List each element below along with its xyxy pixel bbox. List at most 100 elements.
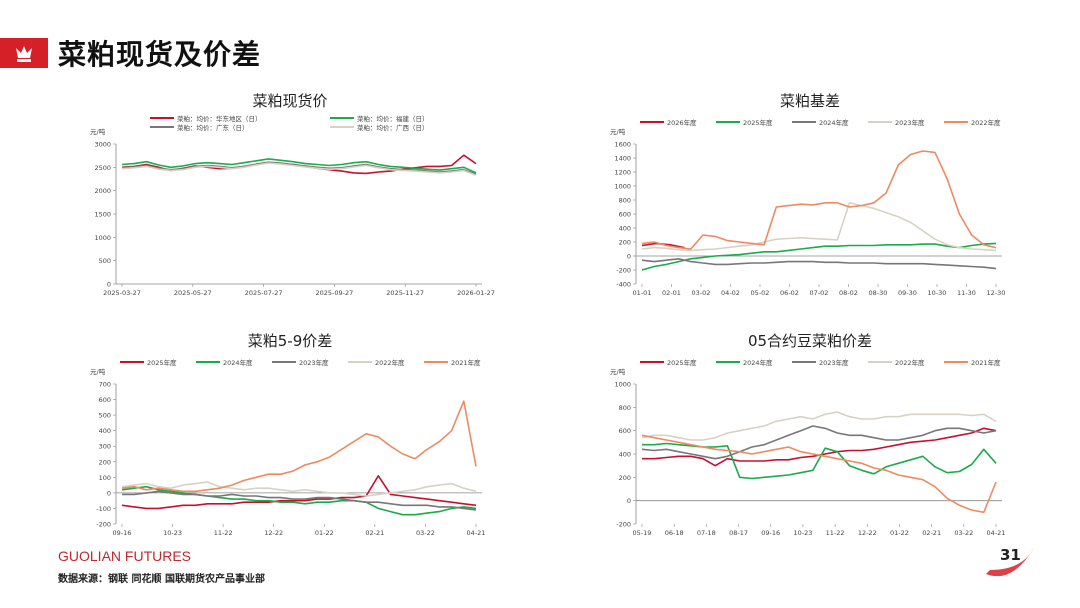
legend-label: 2022年度: [375, 358, 405, 367]
legend-label: 2022年度: [971, 118, 1001, 127]
y-tick-label: 200: [619, 239, 631, 247]
x-tick-label: 06-18: [665, 529, 684, 537]
crown-icon: [16, 46, 32, 62]
y-tick-label: 1000: [94, 234, 111, 242]
y-tick-label: 0: [107, 489, 111, 497]
series-line: [121, 158, 477, 174]
legend-label: 2024年度: [743, 358, 773, 367]
y-tick-label: 1600: [614, 141, 631, 149]
y-tick-label: 300: [99, 443, 111, 451]
series-line: [121, 400, 477, 493]
x-tick-label: 04-21: [987, 529, 1006, 537]
x-tick-label: 04-21: [467, 529, 486, 537]
y-tick-label: -200: [616, 267, 631, 275]
x-tick-label: 11-22: [214, 529, 233, 537]
x-tick-label: 03-02: [692, 289, 711, 297]
legend-label: 2025年度: [743, 118, 773, 127]
x-tick-label: 2025-07-27: [245, 289, 283, 297]
x-tick-label: 2026-01-27: [457, 289, 495, 297]
chart-panel-spread59: 菜粕5-9价差 2025年度 2024年度 2023年度 2022年度 2021年度元/…: [80, 328, 500, 543]
y-tick-label: 100: [99, 474, 111, 482]
y-unit-label: 元/吨: [90, 367, 106, 376]
legend-label: 菜粕：均价：广东（日）: [177, 123, 249, 132]
y-tick-label: 200: [99, 458, 111, 466]
x-tick-label: 08-02: [839, 289, 858, 297]
y-tick-label: 1000: [614, 381, 631, 389]
y-tick-label: 2000: [94, 187, 111, 195]
y-tick-label: 3000: [94, 141, 111, 149]
x-tick-label: 02-01: [662, 289, 681, 297]
x-tick-label: 09-16: [761, 529, 780, 537]
y-tick-label: -200: [616, 521, 631, 529]
page-number: 31: [1000, 546, 1021, 564]
series-line: [641, 258, 997, 270]
y-unit-label: 元/吨: [610, 127, 626, 136]
legend-label: 2025年度: [667, 358, 697, 367]
series-line: [641, 150, 997, 250]
y-tick-label: 400: [99, 427, 111, 435]
y-tick-label: -400: [616, 281, 631, 289]
x-tick-label: 03-22: [954, 529, 973, 537]
series-line: [641, 242, 997, 271]
x-tick-label: 2025-05-27: [174, 289, 212, 297]
swoosh-decoration: [986, 548, 1034, 577]
y-tick-label: 1000: [614, 183, 631, 191]
y-tick-label: -100: [96, 505, 111, 513]
x-tick-label: 02-21: [922, 529, 941, 537]
x-tick-label: 2025-09-27: [316, 289, 354, 297]
x-tick-label: 12-22: [264, 529, 283, 537]
legend-label: 菜粕：均价：广西（日）: [357, 123, 429, 132]
chart-title: 菜粕基差: [779, 92, 840, 110]
y-tick-label: 1500: [94, 211, 111, 219]
y-tick-label: -200: [96, 521, 111, 529]
chart-title: 菜粕5-9价差: [247, 332, 333, 350]
y-tick-label: 800: [619, 404, 631, 412]
y-tick-label: 0: [627, 497, 631, 505]
legend-label: 菜粕：均价：华东地区（日）: [177, 114, 262, 123]
y-tick-label: 2500: [94, 164, 111, 172]
y-tick-label: 800: [619, 197, 631, 205]
legend-label: 菜粕：均价：福建（日）: [357, 114, 429, 123]
x-tick-label: 2025-11-27: [386, 289, 424, 297]
x-tick-label: 09-30: [898, 289, 917, 297]
x-tick-label: 07-02: [810, 289, 829, 297]
legend-label: 2023年度: [895, 118, 925, 127]
series-line: [641, 202, 997, 252]
x-tick-label: 11-30: [957, 289, 976, 297]
y-tick-label: 600: [99, 396, 111, 404]
series-line: [121, 485, 477, 516]
y-tick-label: 0: [107, 281, 111, 289]
legend-label: 2021年度: [451, 358, 481, 367]
x-tick-label: 01-22: [315, 529, 334, 537]
y-tick-label: 700: [99, 381, 111, 389]
x-tick-label: 01-22: [890, 529, 909, 537]
y-tick-label: 0: [627, 253, 631, 261]
data-source: 数据来源：钢联 同花顺 国联期货农产品事业部: [58, 574, 265, 585]
x-tick-label: 10-23: [793, 529, 812, 537]
legend-label: 2023年度: [299, 358, 329, 367]
x-tick-label: 10-23: [163, 529, 182, 537]
y-unit-label: 元/吨: [90, 127, 106, 136]
x-tick-label: 12-22: [858, 529, 877, 537]
x-tick-label: 06-02: [780, 289, 799, 297]
chart-svg: 菜粕：均价：华东地区（日） 菜粕：均价：福建（日） 菜粕：均价：广东（日） 菜粕：均价…: [90, 114, 495, 297]
legend-label: 2025年度: [147, 358, 177, 367]
x-tick-label: 08-17: [729, 529, 748, 537]
series-line: [121, 162, 477, 177]
series-line: [121, 481, 477, 497]
series-line: [121, 161, 477, 176]
x-tick-label: 12-30: [987, 289, 1006, 297]
y-tick-label: 400: [619, 225, 631, 233]
x-tick-label: 01-01: [633, 289, 652, 297]
legend-label: 2021年度: [971, 358, 1001, 367]
x-tick-label: 2025-03-27: [103, 289, 141, 297]
legend-label: 2024年度: [223, 358, 253, 367]
chart-title: 05合约豆菜粕价差: [747, 332, 873, 350]
brand-name: GUOLIAN FUTURES: [58, 548, 192, 564]
x-tick-label: 10-30: [928, 289, 947, 297]
chart-panel-soy05: 05合约豆菜粕价差 2025年度 2024年度 2023年度 2022年度 2021年度…: [600, 328, 1020, 543]
x-tick-label: 05-02: [751, 289, 770, 297]
